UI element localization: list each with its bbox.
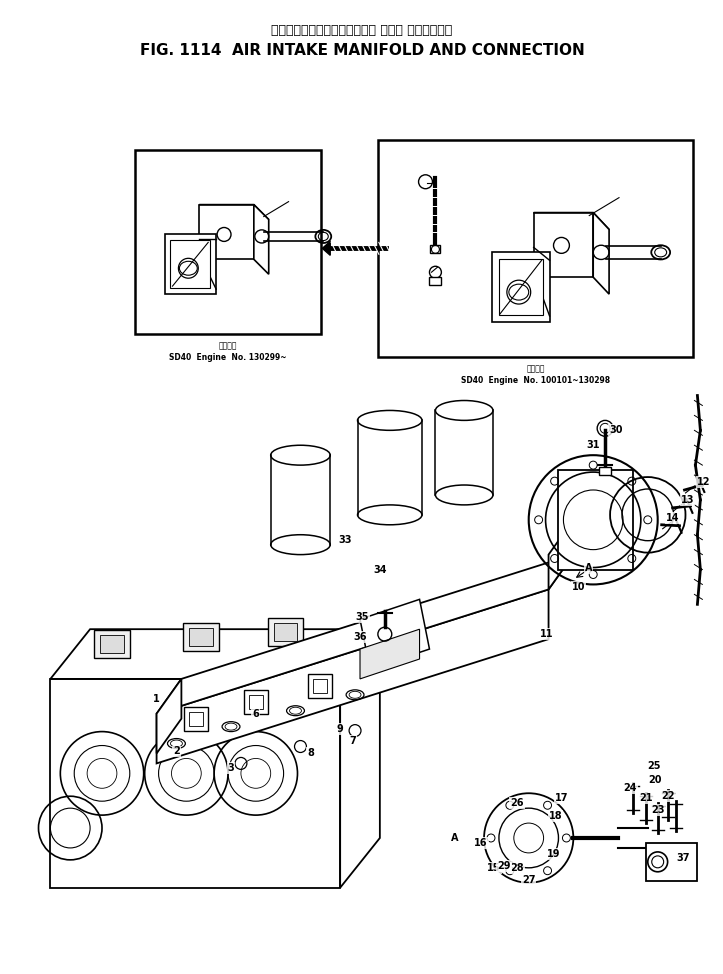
Bar: [378, 140, 693, 356]
Text: 19: 19: [547, 849, 560, 859]
Polygon shape: [157, 589, 549, 764]
Text: 33: 33: [338, 535, 352, 544]
Text: 適用番号: 適用番号: [219, 341, 237, 351]
Polygon shape: [534, 212, 609, 230]
Ellipse shape: [435, 400, 493, 421]
Text: SD40  Engine  No. 130299~: SD40 Engine No. 130299~: [169, 354, 287, 362]
Text: 22: 22: [661, 791, 675, 802]
Polygon shape: [200, 205, 269, 219]
Text: 10: 10: [623, 185, 638, 195]
Polygon shape: [51, 679, 340, 887]
Polygon shape: [254, 205, 269, 275]
Polygon shape: [340, 629, 380, 887]
Bar: [313, 679, 328, 693]
Polygon shape: [200, 205, 254, 259]
Text: 17: 17: [555, 793, 568, 804]
Text: A: A: [584, 563, 592, 573]
Bar: [171, 241, 210, 288]
Text: 1: 1: [153, 693, 160, 704]
Bar: [430, 245, 440, 253]
Text: 28: 28: [510, 863, 523, 873]
Bar: [94, 630, 130, 658]
Bar: [558, 470, 633, 570]
Bar: [429, 278, 441, 285]
Text: 20: 20: [648, 775, 662, 785]
Text: 25: 25: [647, 762, 661, 771]
Polygon shape: [157, 679, 181, 754]
Polygon shape: [322, 242, 330, 255]
Text: 10: 10: [572, 582, 585, 592]
Text: 29: 29: [497, 861, 510, 871]
Text: 16: 16: [474, 838, 488, 848]
Bar: [249, 694, 262, 709]
Polygon shape: [549, 520, 573, 589]
Text: 10: 10: [281, 190, 296, 200]
Text: A: A: [450, 833, 458, 843]
Bar: [309, 674, 333, 697]
Bar: [134, 150, 321, 334]
Text: 35: 35: [355, 613, 369, 622]
Text: 8: 8: [307, 748, 314, 759]
Text: 23: 23: [651, 805, 664, 815]
Text: 26: 26: [510, 798, 523, 808]
Text: 31: 31: [586, 440, 600, 450]
Bar: [499, 259, 542, 315]
Text: 15: 15: [487, 863, 501, 873]
Polygon shape: [157, 554, 573, 714]
Bar: [492, 252, 549, 322]
Polygon shape: [593, 212, 609, 294]
Text: 24: 24: [623, 783, 637, 793]
Bar: [184, 623, 219, 651]
Text: 適用番号: 適用番号: [526, 364, 545, 373]
Bar: [189, 628, 213, 646]
Text: 36: 36: [354, 632, 367, 642]
Text: 34: 34: [373, 565, 387, 575]
Text: 27: 27: [522, 875, 536, 884]
Polygon shape: [51, 629, 380, 679]
Bar: [268, 618, 304, 646]
Text: SD40  Engine  No. 100101~130298: SD40 Engine No. 100101~130298: [461, 376, 610, 385]
Text: 21: 21: [639, 793, 653, 804]
Ellipse shape: [358, 410, 422, 431]
Text: 18: 18: [549, 811, 562, 821]
Bar: [646, 843, 698, 880]
Bar: [274, 623, 297, 641]
Text: 7: 7: [350, 735, 356, 745]
Text: 2: 2: [173, 746, 180, 757]
Text: 3: 3: [228, 764, 234, 773]
Polygon shape: [360, 599, 429, 669]
Text: 12: 12: [696, 477, 710, 487]
Text: FIG. 1114  AIR INTAKE MANIFOLD AND CONNECTION: FIG. 1114 AIR INTAKE MANIFOLD AND CONNEC…: [140, 43, 584, 58]
Text: 32: 32: [406, 264, 420, 275]
Text: 11: 11: [540, 629, 553, 639]
Ellipse shape: [270, 445, 330, 466]
Bar: [189, 712, 203, 726]
Text: 6: 6: [252, 709, 259, 719]
Bar: [165, 235, 216, 294]
Text: 30: 30: [609, 426, 623, 435]
Text: 14: 14: [666, 513, 680, 523]
Bar: [184, 707, 208, 730]
Text: 9: 9: [337, 724, 343, 733]
Polygon shape: [360, 629, 419, 679]
Bar: [599, 468, 611, 475]
Text: 31: 31: [406, 174, 420, 185]
Text: エアーインテークマニホールド および コネクション: エアーインテークマニホールド および コネクション: [271, 24, 453, 37]
Text: 13: 13: [681, 495, 694, 505]
Bar: [100, 635, 124, 653]
Text: 37: 37: [677, 853, 690, 863]
Polygon shape: [534, 212, 593, 278]
Bar: [244, 690, 268, 714]
